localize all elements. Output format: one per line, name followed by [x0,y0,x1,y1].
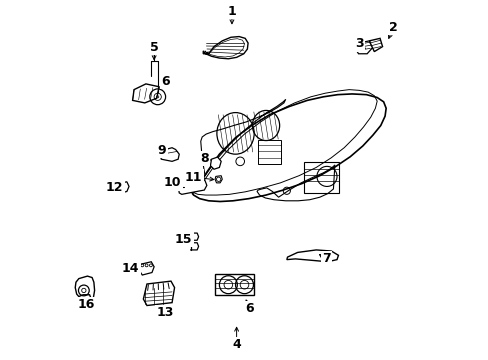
Text: 5: 5 [149,41,158,54]
Text: 13: 13 [156,306,173,319]
Text: 7: 7 [321,252,330,265]
Text: 8: 8 [200,152,208,165]
Polygon shape [178,179,206,194]
Text: 6: 6 [245,302,254,315]
Text: 11: 11 [184,171,202,184]
Text: 6: 6 [161,75,169,88]
Text: 9: 9 [158,144,166,157]
Text: 16: 16 [78,298,95,311]
Polygon shape [286,250,338,262]
Polygon shape [215,176,222,183]
Text: 15: 15 [174,233,192,246]
Polygon shape [192,94,386,202]
Bar [258,140,281,164]
Text: 3: 3 [354,37,363,50]
Polygon shape [160,148,179,161]
Polygon shape [210,157,221,169]
Bar [215,274,253,295]
Polygon shape [354,41,372,54]
Text: 4: 4 [232,338,241,351]
Polygon shape [116,182,129,194]
Text: 10: 10 [163,176,181,189]
Text: 12: 12 [106,181,123,194]
Polygon shape [132,84,159,103]
Polygon shape [75,276,94,305]
Text: 14: 14 [122,262,139,275]
Polygon shape [139,262,154,275]
Polygon shape [368,39,382,51]
Bar [303,162,338,193]
Polygon shape [203,37,247,59]
Text: 2: 2 [388,21,397,34]
Polygon shape [143,281,174,306]
Text: 1: 1 [227,5,236,18]
